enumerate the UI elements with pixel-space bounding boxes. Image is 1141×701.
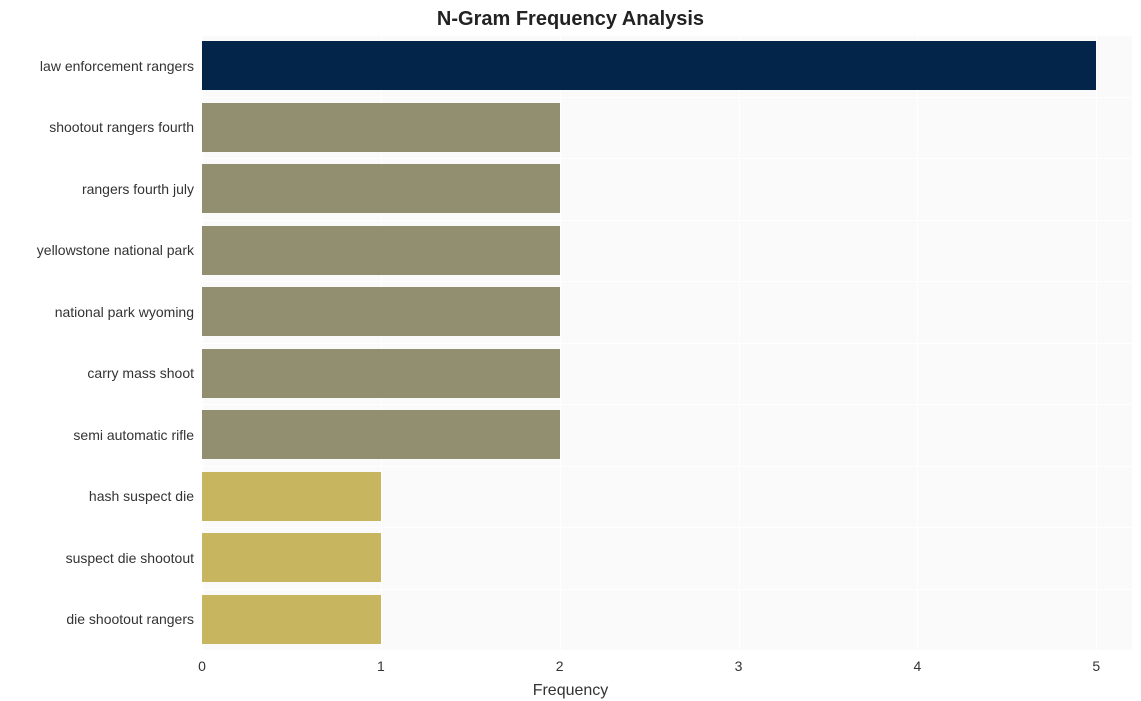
bar — [202, 410, 560, 459]
x-tick-label: 3 — [735, 650, 743, 674]
y-tick-label: national park wyoming — [55, 304, 202, 320]
y-tick-label: suspect die shootout — [66, 550, 202, 566]
y-tick-label: yellowstone national park — [37, 242, 202, 258]
grid-line-h — [202, 220, 1132, 221]
y-tick-label: carry mass shoot — [87, 365, 202, 381]
y-tick-label: hash suspect die — [89, 488, 202, 504]
bar — [202, 226, 560, 275]
plot-area: 012345law enforcement rangersshootout ra… — [202, 35, 1132, 650]
x-tick-label: 5 — [1092, 650, 1100, 674]
grid-line-h — [202, 466, 1132, 467]
x-tick-label: 2 — [556, 650, 564, 674]
bar — [202, 103, 560, 152]
grid-line-h — [202, 527, 1132, 528]
grid-line-h — [202, 35, 1132, 36]
chart-container: N-Gram Frequency Analysis 012345law enfo… — [0, 0, 1141, 701]
bar — [202, 533, 381, 582]
chart-title: N-Gram Frequency Analysis — [0, 8, 1141, 31]
bar — [202, 595, 381, 644]
x-tick-label: 1 — [377, 650, 385, 674]
bar — [202, 41, 1096, 90]
x-axis-label: Frequency — [0, 682, 1141, 700]
x-tick-label: 0 — [198, 650, 206, 674]
bar — [202, 287, 560, 336]
grid-line-h — [202, 589, 1132, 590]
grid-line-h — [202, 158, 1132, 159]
x-tick-label: 4 — [913, 650, 921, 674]
bar — [202, 164, 560, 213]
grid-line-h — [202, 97, 1132, 98]
grid-line-h — [202, 404, 1132, 405]
bar — [202, 472, 381, 521]
grid-line-h — [202, 343, 1132, 344]
y-tick-label: law enforcement rangers — [40, 58, 202, 74]
grid-line-h — [202, 281, 1132, 282]
y-tick-label: rangers fourth july — [82, 181, 202, 197]
bar — [202, 349, 560, 398]
y-tick-label: die shootout rangers — [66, 611, 202, 627]
y-tick-label: shootout rangers fourth — [49, 119, 202, 135]
y-tick-label: semi automatic rifle — [73, 427, 202, 443]
grid-line-h — [202, 650, 1132, 651]
